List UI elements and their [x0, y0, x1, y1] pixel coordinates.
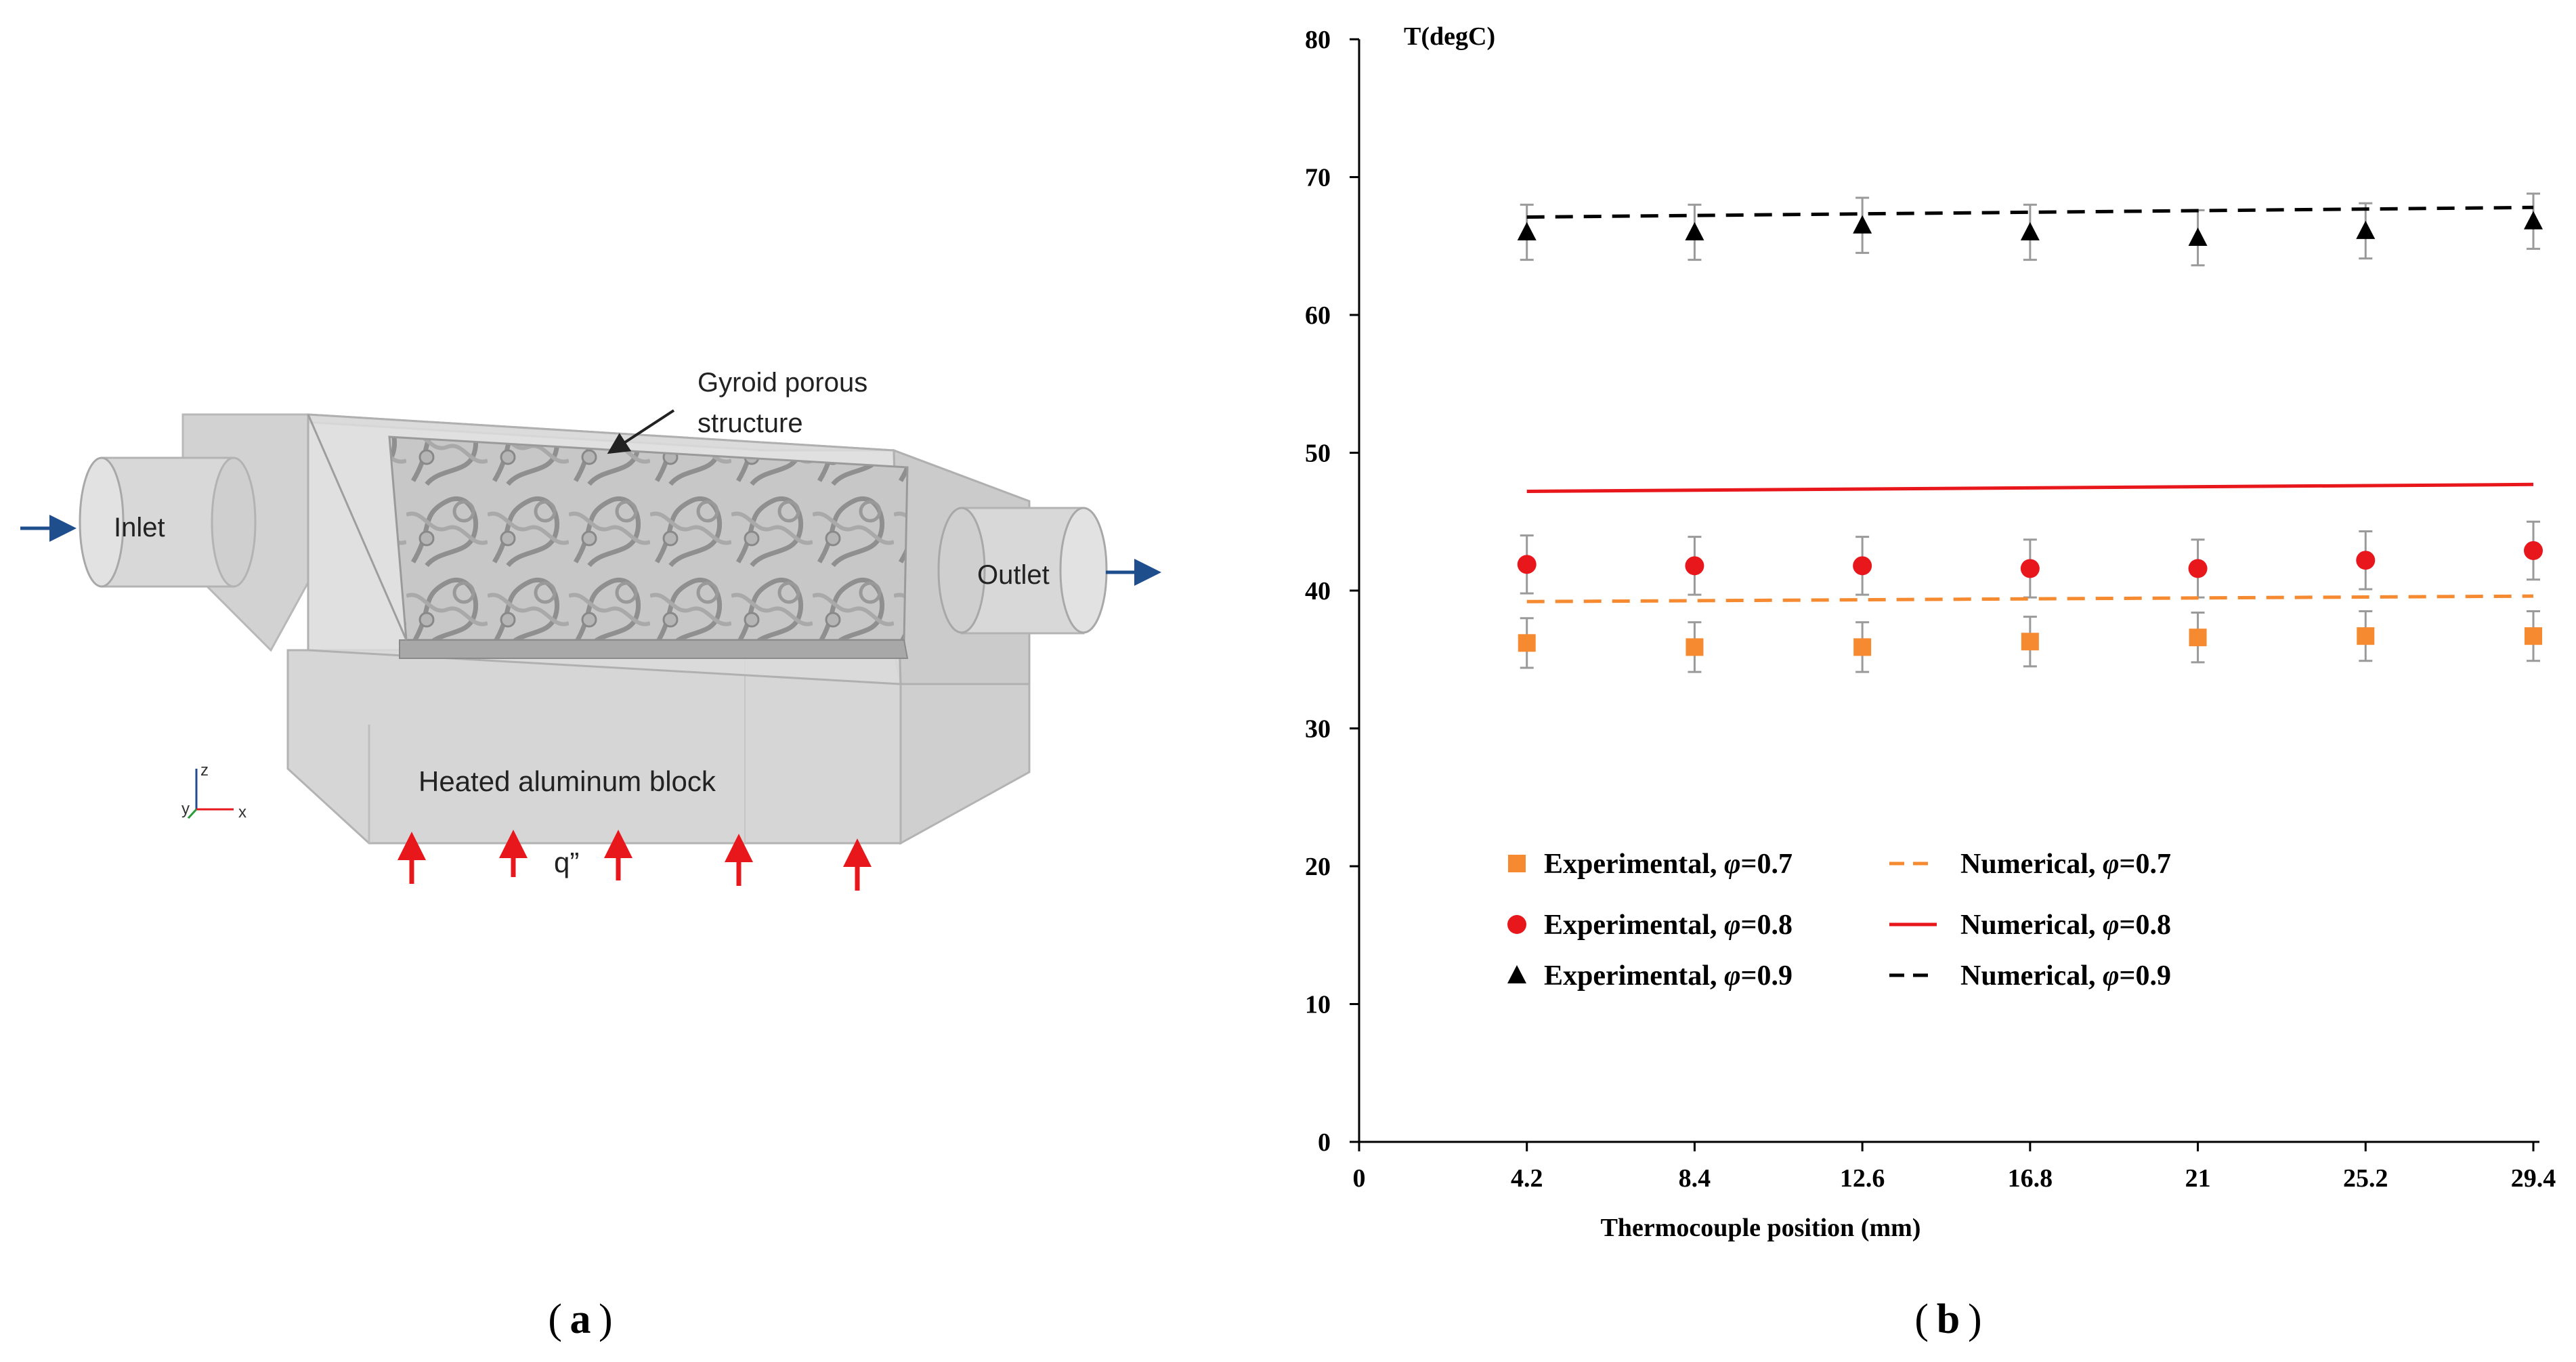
- data-point-square: [1518, 634, 1536, 652]
- legend: Experimental, φ=0.7 Numerical, φ=0.7 Exper…: [1507, 849, 2171, 992]
- caption-a: ( a ): [548, 1296, 612, 1342]
- legend-label: Experimental, φ=0.9: [1544, 960, 1793, 992]
- data-point-circle: [1853, 556, 1872, 576]
- heat-flux-label: q”: [554, 847, 579, 878]
- y-tick-label: 70: [1305, 164, 1331, 192]
- y-tick-label: 30: [1305, 715, 1331, 744]
- axis-y-label: y: [181, 800, 190, 818]
- x-tick-label: 0: [1353, 1164, 1366, 1193]
- data-point-square: [2357, 627, 2375, 645]
- block-label: Heated aluminum block: [418, 765, 716, 797]
- coordinate-triad: z y x: [181, 761, 246, 822]
- axis-z-label: z: [200, 761, 209, 780]
- data-point-circle: [1685, 556, 1704, 576]
- legend-label: Numerical, φ=0.8: [1960, 910, 2171, 941]
- caption-b-letter: b: [1937, 1296, 1960, 1342]
- y-tick-label: 40: [1305, 577, 1331, 605]
- data-point-triangle: [1517, 221, 1537, 240]
- data-point-circle: [2524, 540, 2543, 560]
- data-point-square: [2021, 633, 2039, 651]
- data-point-triangle: [2020, 221, 2040, 240]
- data-point-circle: [2188, 559, 2208, 578]
- inlet-pipe: [79, 456, 257, 588]
- data-point-circle: [1517, 555, 1537, 574]
- x-tick-label: 25.2: [2343, 1164, 2388, 1193]
- data-point-circle: [1507, 915, 1526, 934]
- numerical-line: [1526, 482, 2534, 493]
- heat-flux-arrows: [398, 830, 872, 891]
- legend-label: Experimental, φ=0.8: [1544, 910, 1793, 941]
- caption-b: ( b ): [1914, 1296, 1981, 1342]
- svg-text:): ): [1968, 1296, 1982, 1342]
- legend-label: Numerical, φ=0.9: [1960, 960, 2171, 992]
- x-tick-label: 12.6: [1840, 1164, 1885, 1193]
- legend-label: Experimental, φ=0.7: [1544, 849, 1793, 880]
- data-point-square: [2189, 629, 2207, 647]
- x-tick-label: 4.2: [1511, 1164, 1543, 1193]
- data-point-circle: [2020, 559, 2040, 578]
- y-tick-label: 0: [1318, 1128, 1331, 1157]
- data-point-triangle: [2356, 220, 2376, 239]
- data-point-square: [1508, 855, 1526, 872]
- y-tick-label: 10: [1305, 991, 1331, 1019]
- x-tick-label: 29.4: [2511, 1164, 2556, 1193]
- data-point-triangle: [1685, 221, 1704, 240]
- x-tick-label: 8.4: [1679, 1164, 1711, 1193]
- svg-text:): ): [599, 1296, 613, 1342]
- panel-b-chart: 0 10 20 30 40 50 60 70 80 0 4.2 8.4 12.6 16.8 21 25.2 2…: [1305, 22, 2556, 1242]
- axis-x-label: x: [238, 803, 246, 822]
- data-point-square: [2525, 627, 2542, 645]
- numerical-line: [1526, 205, 2534, 219]
- gyroid-base-plate: [399, 639, 909, 659]
- outlet-label: Outlet: [977, 560, 1050, 590]
- data-point-triangle: [2188, 228, 2208, 247]
- panel-a-schematic: z y x Gyroid porous structure Inlet Outl…: [20, 368, 1161, 891]
- data-point-square: [1853, 638, 1872, 656]
- x-tick-label: 21: [2185, 1164, 2211, 1193]
- numerical-line: [1526, 594, 2534, 603]
- data-point-circle: [2356, 551, 2376, 570]
- svg-text:(: (: [548, 1296, 562, 1342]
- y-tick-label: 20: [1305, 853, 1331, 881]
- data-point-triangle: [2524, 211, 2543, 230]
- data-point-triangle: [1853, 215, 1872, 234]
- gyroid-leader-line: [607, 409, 675, 454]
- inlet-label: Inlet: [114, 513, 165, 542]
- gyroid-label-line1: Gyroid porous: [697, 368, 867, 398]
- y-tick-label: 50: [1305, 440, 1331, 468]
- y-tick-label: 80: [1305, 26, 1331, 54]
- data-point-square: [1686, 638, 1704, 656]
- gyroid-label-line2: structure: [697, 408, 803, 438]
- svg-text:(: (: [1914, 1296, 1929, 1342]
- x-tick-label: 16.8: [2008, 1164, 2053, 1193]
- gyroid-structure: [388, 435, 909, 641]
- outlet-pipe: [937, 507, 1108, 635]
- data-point-triangle: [1507, 965, 1526, 983]
- y-axis-title: T(degC): [1404, 22, 1495, 51]
- y-tick-label: 60: [1305, 301, 1331, 330]
- caption-a-letter: a: [570, 1296, 591, 1342]
- x-axis-title: Thermocouple position (mm): [1601, 1214, 1921, 1242]
- legend-label: Numerical, φ=0.7: [1960, 849, 2171, 880]
